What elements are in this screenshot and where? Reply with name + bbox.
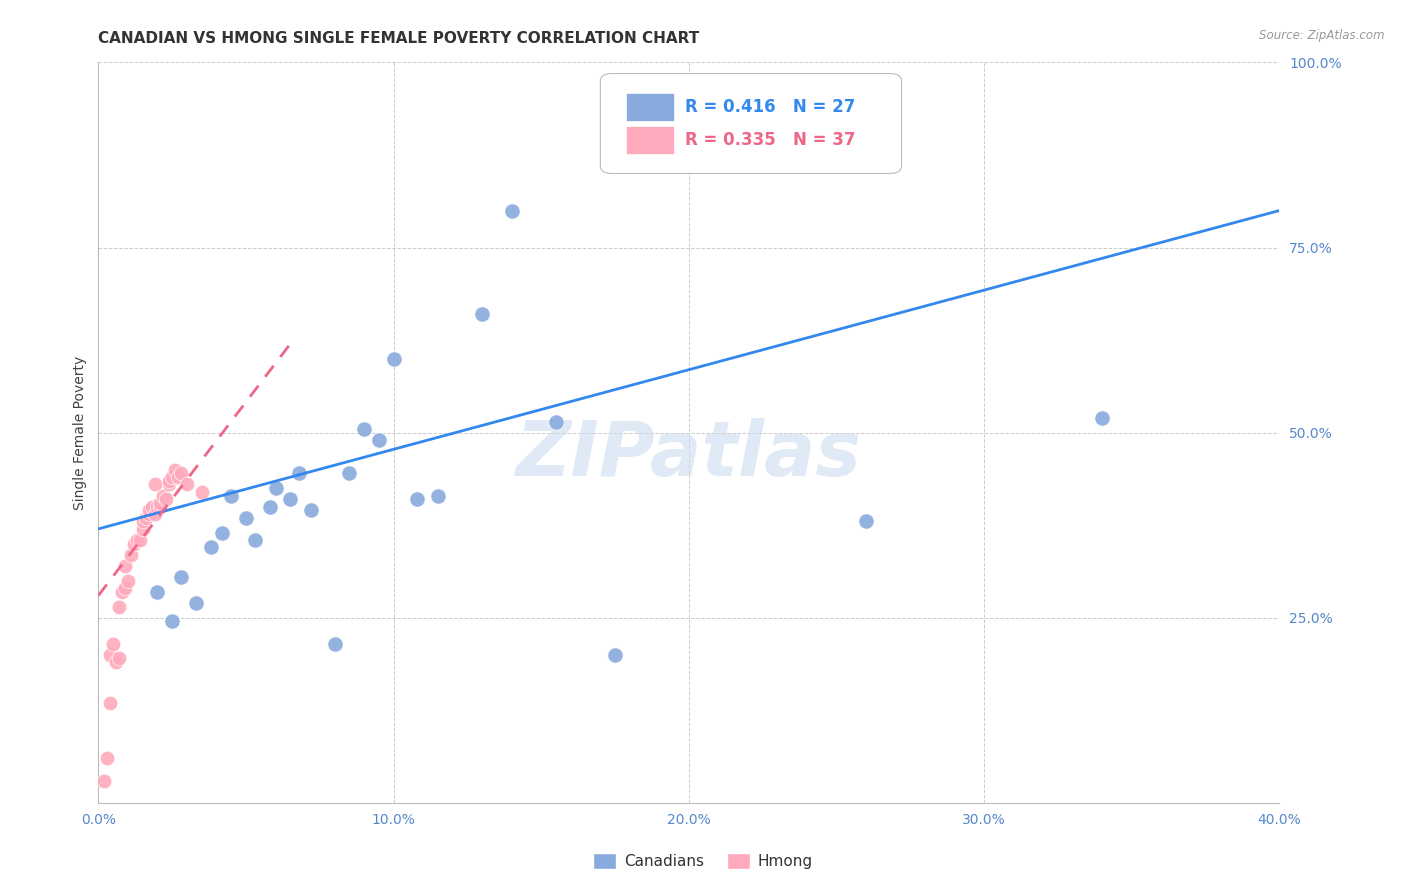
Point xyxy=(98,648,121,662)
Point xyxy=(211,525,233,540)
Y-axis label: Single Female Poverty: Single Female Poverty xyxy=(73,356,87,509)
Text: CANADIAN VS HMONG SINGLE FEMALE POVERTY CORRELATION CHART: CANADIAN VS HMONG SINGLE FEMALE POVERTY … xyxy=(98,31,700,46)
Point xyxy=(221,489,243,503)
Point xyxy=(138,503,160,517)
Point xyxy=(98,696,121,710)
Point xyxy=(125,533,148,547)
Point xyxy=(353,422,375,436)
Point xyxy=(93,773,115,788)
Bar xyxy=(626,93,673,121)
Point xyxy=(146,500,169,514)
Point xyxy=(132,515,155,529)
Text: R = 0.335   N = 37: R = 0.335 N = 37 xyxy=(685,131,856,149)
Point xyxy=(157,477,180,491)
Point xyxy=(138,507,160,521)
Point xyxy=(146,584,169,599)
Point xyxy=(103,637,125,651)
Point xyxy=(546,415,568,429)
Point xyxy=(155,492,177,507)
Point xyxy=(427,489,450,503)
Point xyxy=(184,596,207,610)
Point xyxy=(406,492,429,507)
Text: Source: ZipAtlas.com: Source: ZipAtlas.com xyxy=(1260,29,1385,42)
Point xyxy=(135,510,157,524)
Point xyxy=(288,467,311,481)
Point xyxy=(149,496,172,510)
Point xyxy=(152,489,174,503)
Point xyxy=(114,558,136,573)
Point xyxy=(167,470,190,484)
Point xyxy=(120,548,142,562)
Point xyxy=(605,648,627,662)
Bar xyxy=(626,126,673,154)
Point xyxy=(471,307,494,321)
Point xyxy=(264,481,287,495)
Point xyxy=(105,655,128,669)
Point xyxy=(128,533,150,547)
Point xyxy=(143,477,166,491)
Legend: Canadians, Hmong: Canadians, Hmong xyxy=(588,847,818,875)
Point xyxy=(280,492,302,507)
Point xyxy=(176,477,198,491)
Point xyxy=(339,467,361,481)
Point xyxy=(501,203,523,218)
Point xyxy=(299,503,322,517)
Point xyxy=(191,484,214,499)
Point xyxy=(165,462,187,476)
Point xyxy=(114,581,136,595)
Point xyxy=(243,533,266,547)
Point xyxy=(200,541,222,555)
Point xyxy=(111,584,134,599)
Point xyxy=(143,507,166,521)
Point xyxy=(132,522,155,536)
Point xyxy=(162,470,183,484)
Point xyxy=(122,536,145,550)
Point xyxy=(141,500,163,514)
Point xyxy=(170,467,193,481)
Point xyxy=(108,651,131,665)
Point xyxy=(1091,410,1114,425)
Point xyxy=(108,599,131,614)
Point xyxy=(235,510,257,524)
Point xyxy=(157,474,180,488)
Text: ZIPatlas: ZIPatlas xyxy=(516,417,862,491)
Point xyxy=(855,515,877,529)
Point xyxy=(259,500,281,514)
Point xyxy=(162,615,183,629)
Point xyxy=(149,500,172,514)
Point xyxy=(96,751,118,765)
Point xyxy=(323,637,346,651)
Point xyxy=(117,574,139,588)
Point xyxy=(382,351,405,366)
Point xyxy=(368,433,391,447)
FancyBboxPatch shape xyxy=(600,73,901,173)
Point xyxy=(170,570,193,584)
Text: R = 0.416   N = 27: R = 0.416 N = 27 xyxy=(685,98,856,116)
